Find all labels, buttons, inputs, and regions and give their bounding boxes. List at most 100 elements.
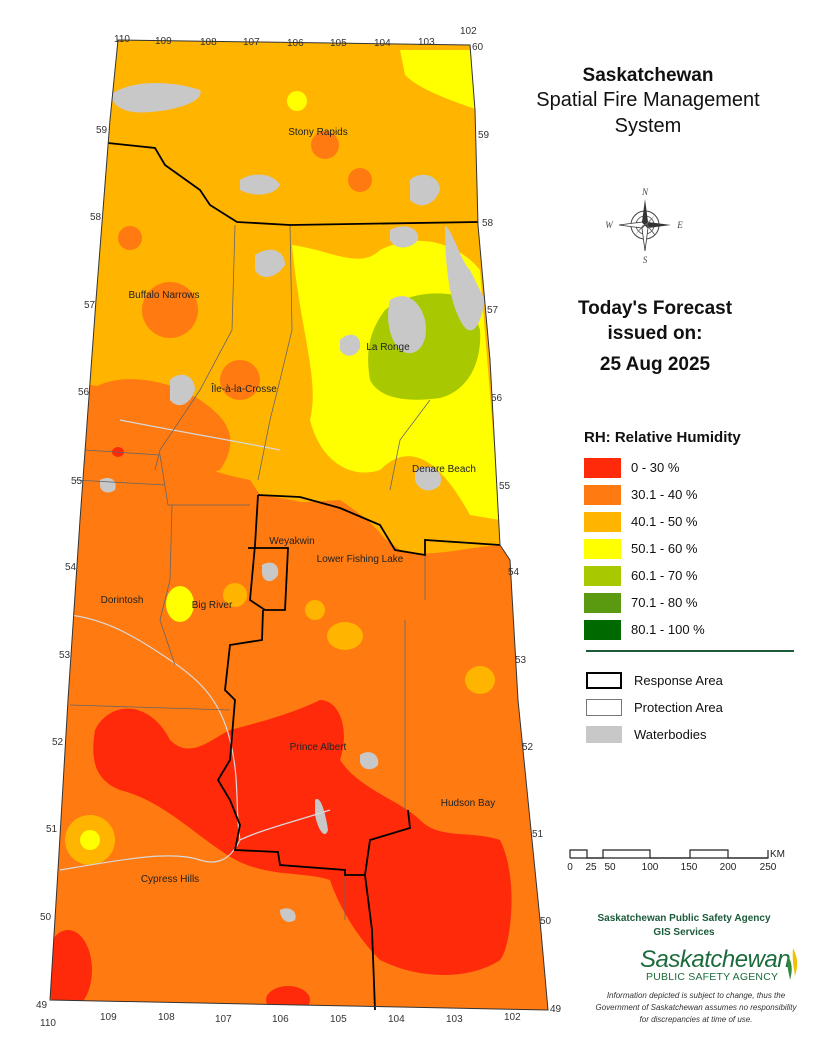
place-dorintosh: Dorintosh [101, 595, 144, 606]
lon-bottom-110: 110 [40, 1018, 56, 1029]
waterbody-prince-albert [315, 799, 328, 835]
lat-left-58: 58 [90, 212, 102, 223]
forecast-line-2: issued on: [607, 323, 703, 344]
place-stony-line: Stony Rapids [288, 127, 347, 138]
disclaimer: Information depicted is subject to chang… [595, 991, 797, 1024]
legend-swatch [584, 511, 621, 532]
waterbody-reindeer [388, 296, 426, 354]
lon-bottom-107: 107 [215, 1014, 232, 1025]
rh-zone-50-60-north [400, 50, 478, 110]
waterbody-north-3 [390, 226, 419, 248]
lat-right-50: 50 [540, 916, 552, 927]
compass-e: E [676, 220, 683, 230]
protection-line-7 [389, 399, 431, 491]
province-outline [49, 39, 549, 1011]
lat-left-52: 52 [52, 737, 64, 748]
waterbody-dorintosh [100, 478, 116, 493]
legend-swatch [584, 619, 621, 640]
response-line-south [364, 874, 376, 1011]
place-cypress-hills: Cypress Hills [141, 874, 199, 885]
waterbody-north-2 [255, 249, 285, 277]
layer-legend: Response Area Protection Area Waterbodie… [586, 667, 723, 748]
response-line-weyakwin [248, 494, 289, 611]
waterbody-cree [410, 174, 440, 206]
lon-top-106: 106 [287, 38, 304, 49]
rh-zone-0-30-sw [50, 930, 92, 1010]
waterbody-weyakwin [262, 562, 279, 582]
legend-swatch [584, 592, 621, 613]
rh-zone-30-40-blob3 [220, 360, 260, 400]
legend-row: 60.1 - 70 % [584, 562, 705, 589]
title-line-3: System [614, 115, 682, 137]
waterbody-ile [170, 374, 195, 406]
legend-label-water: Waterbodies [634, 727, 707, 742]
waterbody-hudson [360, 752, 379, 770]
lat-right-54: 54 [508, 567, 520, 578]
lat-right-56: 56 [491, 393, 503, 404]
legend-label: 0 - 30 % [631, 460, 680, 475]
lon-bottom-104: 104 [388, 1014, 405, 1025]
waterbody-denare [415, 466, 441, 491]
protection-line-4 [74, 479, 166, 486]
rh-zone-40-50-blob4 [305, 600, 325, 620]
place-weyakwin: Weyakwin [269, 536, 314, 547]
legend-label-protection: Protection Area [634, 700, 723, 715]
spsa-logo: Saskatchewan PUBLIC SAFETY AGENCY [640, 946, 802, 986]
scale-bar: KM 0 25 50 100 150 200 250 [567, 849, 785, 873]
lat-left-49: 49 [36, 1000, 48, 1011]
legend-row-response: Response Area [586, 667, 723, 694]
lon-top-103: 103 [418, 37, 435, 48]
legend-label: 40.1 - 50 % [631, 514, 698, 529]
legend-row: 0 - 30 % [584, 454, 705, 481]
lon-top-109: 109 [155, 36, 172, 47]
response-line-central [257, 494, 501, 557]
legend-row: 80.1 - 100 % [584, 616, 705, 643]
lat-left-51: 51 [46, 824, 58, 835]
lat-right-58: 58 [482, 218, 494, 229]
place-ile-a-la-crosse: Île-à-la-Crosse [210, 382, 277, 395]
lon-top-105: 105 [330, 38, 347, 49]
longitude-labels-bottom: 110 109 108 107 106 105 104 103 102 [40, 1012, 521, 1029]
legend-label: 80.1 - 100 % [631, 622, 705, 637]
lon-bottom-103: 103 [446, 1014, 463, 1025]
protection-line-6 [159, 504, 176, 666]
rh-zone-0-30-core [93, 700, 512, 975]
lon-top-110: 110 [114, 34, 130, 45]
lat-left-56: 56 [78, 387, 90, 398]
title-line-1: Saskatchewan [582, 65, 714, 86]
legend-swatch [584, 538, 621, 559]
latitude-labels-left: 59 58 57 56 55 54 53 52 51 50 49 [36, 125, 108, 1011]
legend-label-response: Response Area [634, 673, 723, 688]
waterbody-south [280, 908, 296, 922]
rh-zone-30-40-blob2 [348, 168, 372, 192]
response-area-symbol [586, 672, 622, 689]
rh-zone-30-40-stony [311, 131, 339, 159]
waterbody-north-1 [240, 174, 280, 195]
place-denare-beach: Denare Beach [412, 464, 476, 475]
legend-label: 50.1 - 60 % [631, 541, 698, 556]
waterbody-symbol [586, 726, 622, 743]
lat-right-60: 60 [472, 42, 484, 53]
compass-n: N [641, 187, 649, 197]
rh-zone-50-60-blob [287, 91, 307, 111]
place-labels: Stony Rapids Buffalo Narrows La Ronge Îl… [101, 127, 496, 885]
rh-zone-0-30-s [266, 986, 310, 1010]
map-title: Saskatchewan Spatial Fire Management Sys… [500, 64, 796, 139]
flame-icon [787, 948, 798, 980]
longitude-labels-top: 110 109 108 107 106 105 104 103 102 [114, 26, 477, 49]
forecast-date: 25 Aug 2025 [599, 354, 711, 375]
rh-zone-50-60-cypress [80, 830, 100, 850]
response-line-west [216, 609, 411, 876]
rh-zone-30-40-west [90, 379, 231, 475]
scale-tick: 250 [760, 862, 777, 873]
forecast-line-1: Today's Forecast [577, 298, 733, 319]
legend-row: 70.1 - 80 % [584, 589, 705, 616]
legend-row: 50.1 - 60 % [584, 535, 705, 562]
protection-line-2 [257, 224, 293, 481]
title-line-2: Spatial Fire Management [536, 89, 760, 111]
compass-w: W [605, 220, 614, 230]
legend-label: 60.1 - 70 % [631, 568, 698, 583]
waterbodies [100, 83, 485, 922]
lat-right-55: 55 [499, 481, 511, 492]
scale-tick: 150 [681, 862, 698, 873]
